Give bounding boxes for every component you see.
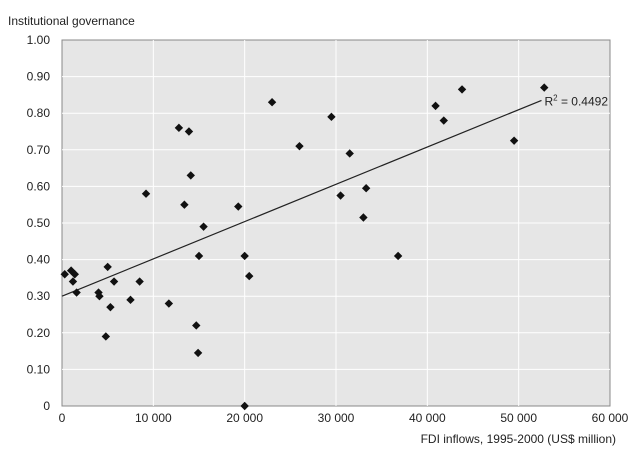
data-point: [106, 302, 115, 312]
data-point: [101, 332, 111, 341]
data-point: [164, 299, 174, 308]
data-point: [295, 141, 304, 151]
y-tick-label: 0.60: [27, 179, 51, 193]
x-tick-label: 20 000: [226, 411, 263, 425]
data-point: [186, 171, 195, 180]
data-point: [336, 191, 345, 200]
r-squared-label: R2 = 0.4492: [545, 93, 609, 108]
data-point: [135, 277, 144, 286]
data-point: [103, 262, 112, 272]
data-point: [193, 348, 203, 358]
y-tick-label: 0.40: [27, 253, 51, 267]
data-point: [234, 202, 243, 211]
data-point: [431, 101, 440, 111]
data-point: [345, 149, 354, 158]
data-point: [194, 251, 204, 261]
y-tick-label: 0.90: [27, 70, 51, 84]
data-point: [174, 123, 184, 133]
data-point: [141, 189, 151, 198]
y-tick-label: 0.10: [27, 362, 51, 376]
data-point: [95, 292, 104, 301]
y-tick-label: 0.30: [27, 289, 51, 303]
x-tick-label: 60 000: [592, 411, 629, 425]
data-point: [126, 295, 135, 305]
data-point: [327, 112, 336, 122]
data-point: [361, 184, 371, 193]
x-tick-label: 0: [59, 411, 66, 425]
data-point: [180, 200, 189, 209]
data-point: [72, 288, 81, 297]
y-tick-label: 0.80: [27, 106, 51, 120]
data-point: [540, 83, 549, 92]
data-point: [199, 222, 208, 231]
data-point: [240, 251, 249, 261]
x-tick-label: 30 000: [318, 411, 355, 425]
y-tick-label: 0.70: [27, 143, 51, 157]
x-axis-title: FDI inflows, 1995-2000 (US$ million): [421, 432, 616, 446]
y-tick-label: 0: [43, 399, 50, 413]
data-point: [66, 266, 76, 275]
data-point: [393, 251, 403, 261]
data-point: [457, 85, 467, 94]
data-point: [68, 277, 78, 286]
y-tick-label: 0.20: [27, 326, 51, 340]
x-tick-label: 50 000: [500, 411, 537, 425]
y-axis-title: Institutional governance: [8, 14, 135, 28]
data-point: [192, 321, 201, 330]
x-axis-ticks: 0 10 000 20 000 30 000 40 000 50 000 60 000: [59, 411, 629, 425]
data-point: [245, 271, 254, 281]
data-point: [240, 401, 249, 411]
y-tick-label: 1.00: [27, 33, 51, 47]
gridlines: [62, 40, 610, 406]
y-tick-label: 0.50: [27, 216, 51, 230]
data-point: [509, 136, 519, 145]
data-points: [60, 83, 549, 411]
data-point: [184, 127, 194, 136]
x-tick-label: 10 000: [135, 411, 172, 425]
data-point: [70, 270, 79, 279]
data-point: [439, 116, 448, 125]
y-axis-ticks: 0 0.10 0.20 0.30 0.40 0.50 0.60 0.70 0.80 0.90 1.0…: [27, 33, 51, 413]
x-tick-label: 40 000: [409, 411, 446, 425]
data-point: [359, 213, 368, 222]
data-point: [267, 98, 277, 107]
trendline: [61, 99, 542, 297]
data-point: [109, 277, 119, 286]
data-point: [60, 270, 69, 279]
